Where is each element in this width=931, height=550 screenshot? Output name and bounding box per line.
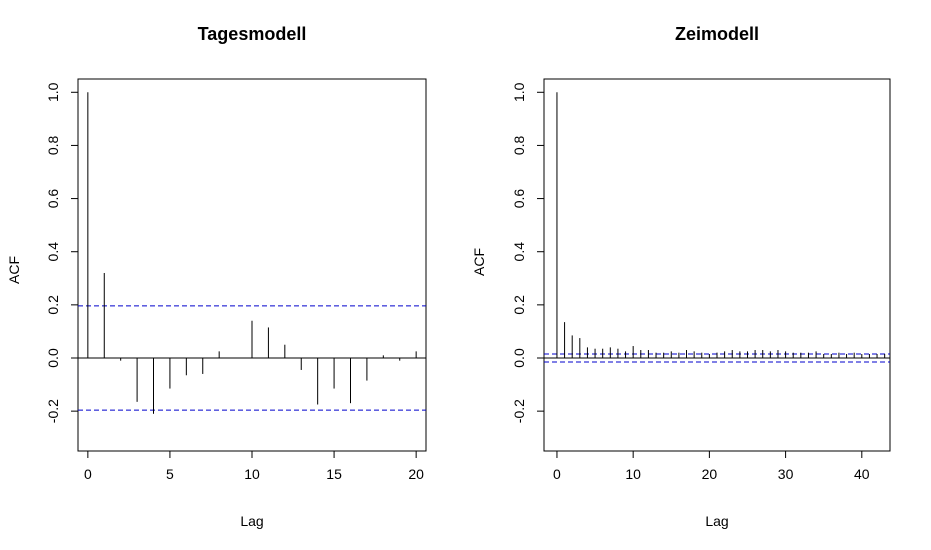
acf-panel-zeimodell: Zeimodell 0 10 20 30 40 -0.2 0.0 0.2 0.4 0.6 0.8 1.0… (471, 24, 891, 529)
x-tick-label: 20 (408, 466, 424, 482)
y-tick-label: 0.6 (511, 189, 527, 209)
y-tick-label: -0.2 (511, 399, 527, 423)
chart-title: Zeimodell (675, 24, 759, 44)
x-tick-label: 10 (625, 466, 641, 482)
x-axis-label: Lag (240, 513, 263, 529)
y-tick-label: 0.2 (45, 295, 61, 315)
x-tick-label: 5 (166, 466, 174, 482)
y-tick-label: 0.4 (511, 242, 527, 262)
x-tick-label: 10 (244, 466, 260, 482)
y-tick-label: 0.8 (511, 135, 527, 155)
x-tick-label: 0 (84, 466, 92, 482)
y-tick-label: 0.8 (45, 135, 61, 155)
y-tick-label: 0.6 (45, 189, 61, 209)
x-tick-label: 30 (778, 466, 794, 482)
y-tick-label: 0.4 (45, 242, 61, 262)
y-tick-label: 0.2 (511, 295, 527, 315)
x-tick-label: 0 (553, 466, 561, 482)
plot-frame (77, 78, 427, 452)
x-tick-label: 20 (702, 466, 718, 482)
x-tick-label: 15 (326, 466, 342, 482)
y-axis-label: ACF (6, 256, 22, 284)
plot-frame (543, 78, 891, 452)
chart-title: Tagesmodell (198, 24, 307, 44)
x-axis-label: Lag (705, 513, 728, 529)
x-tick-label: 40 (854, 466, 870, 482)
acf-panel-tagesmodell: Tagesmodell 0 5 10 15 20 -0.2 0.0 0.2 0.4 0.6 0.8 1.… (6, 24, 427, 529)
y-tick-label: 0.0 (45, 348, 61, 368)
y-tick-label: -0.2 (45, 399, 61, 423)
y-tick-label: 1.0 (45, 82, 61, 102)
y-axis-label: ACF (471, 248, 487, 276)
y-tick-label: 1.0 (511, 82, 527, 102)
y-tick-label: 0.0 (511, 348, 527, 368)
